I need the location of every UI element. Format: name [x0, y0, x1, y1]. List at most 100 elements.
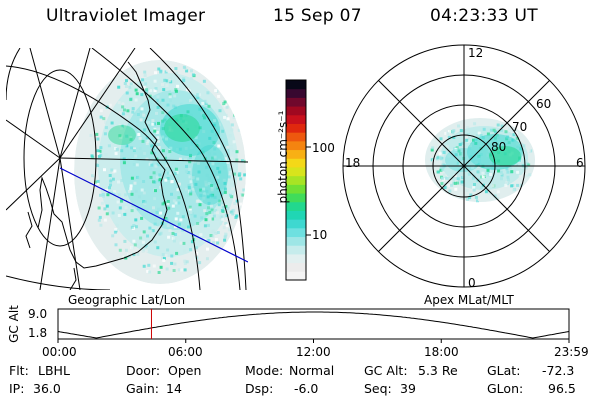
image-pixel [95, 132, 99, 136]
altitude-timeline [57, 308, 570, 343]
image-pixel [527, 163, 531, 167]
image-pixel [174, 167, 178, 171]
image-pixel [162, 259, 166, 262]
image-pixel [130, 209, 134, 213]
image-pixel [155, 211, 159, 214]
image-pixel [511, 129, 515, 133]
image-pixel [144, 249, 148, 253]
image-pixel [218, 199, 222, 203]
image-pixel [439, 152, 442, 156]
image-pixel [472, 186, 476, 190]
image-pixel [476, 170, 480, 174]
image-pixel [103, 218, 107, 222]
image-pixel [135, 163, 139, 167]
image-pixel [166, 200, 170, 203]
image-pixel [148, 210, 152, 214]
image-pixel [440, 182, 444, 186]
image-pixel [139, 118, 143, 122]
image-pixel [508, 127, 511, 131]
image-pixel [518, 175, 522, 178]
image-pixel [472, 138, 475, 142]
image-pixel [152, 122, 156, 126]
image-pixel [174, 89, 178, 93]
image-pixel [183, 259, 187, 263]
image-pixel [171, 236, 175, 240]
image-pixel [141, 240, 145, 244]
image-pixel [216, 166, 220, 170]
image-pixel [525, 174, 529, 178]
image-pixel [224, 187, 227, 191]
image-pixel [441, 168, 445, 172]
image-pixel [444, 142, 447, 146]
image-pixel [484, 184, 488, 188]
colorbar-tick-100: 100 [312, 141, 335, 155]
image-pixel [226, 206, 230, 210]
image-pixel [188, 167, 192, 171]
image-pixel [460, 180, 464, 184]
geo-graticule [6, 48, 248, 290]
image-pixel [165, 164, 169, 168]
seq-value: 39 [400, 381, 416, 396]
image-pixel [133, 181, 137, 185]
image-pixel [153, 180, 157, 184]
image-pixel [181, 228, 185, 232]
image-pixel [164, 167, 168, 171]
image-pixel [89, 194, 93, 197]
image-pixel [173, 262, 177, 266]
image-pixel [185, 164, 188, 168]
image-pixel [175, 251, 179, 255]
image-pixel [148, 226, 152, 230]
image-pixel [223, 238, 227, 242]
image-pixel [138, 136, 142, 140]
image-pixel [113, 169, 117, 173]
image-pixel [225, 105, 229, 109]
image-pixel [216, 211, 219, 215]
image-pixel [493, 130, 497, 134]
image-pixel [183, 262, 187, 265]
colorbar-tick-10: 10 [312, 228, 328, 242]
image-pixel [528, 173, 532, 177]
image-pixel [192, 247, 196, 251]
image-pixel [456, 181, 459, 185]
colorbar-swatch [286, 88, 306, 98]
image-pixel [89, 133, 93, 137]
image-pixel [221, 129, 225, 133]
image-pixel [482, 127, 486, 131]
image-pixel [230, 128, 234, 132]
image-pixel [136, 113, 140, 116]
image-pixel [202, 192, 206, 196]
image-pixel [492, 128, 496, 132]
glon-label: GLon: [487, 381, 524, 396]
image-pixel [164, 111, 168, 115]
image-pixel [199, 233, 203, 237]
image-pixel [213, 147, 217, 151]
image-pixel [190, 240, 194, 244]
image-pixel [486, 132, 490, 136]
image-pixel [128, 85, 132, 89]
image-pixel [121, 105, 125, 109]
image-pixel [519, 140, 523, 144]
image-pixel [196, 177, 200, 181]
image-pixel [133, 243, 137, 247]
image-pixel [156, 136, 160, 140]
image-pixel [221, 189, 225, 193]
image-pixel [166, 153, 170, 157]
image-pixel [170, 254, 174, 258]
image-pixel [486, 168, 490, 172]
image-pixel [164, 254, 168, 258]
image-pixel [106, 156, 110, 160]
image-pixel [244, 159, 246, 163]
image-pixel [506, 182, 510, 186]
image-pixel [209, 217, 212, 221]
image-pixel [465, 135, 469, 139]
image-pixel [180, 65, 184, 69]
image-pixel [232, 140, 236, 144]
image-pixel [164, 104, 168, 108]
image-pixel [213, 152, 217, 156]
image-pixel [472, 188, 476, 192]
image-pixel [149, 230, 153, 234]
image-pixel [160, 168, 164, 172]
image-pixel [166, 224, 170, 228]
image-pixel [233, 172, 237, 176]
image-pixel [225, 113, 228, 117]
